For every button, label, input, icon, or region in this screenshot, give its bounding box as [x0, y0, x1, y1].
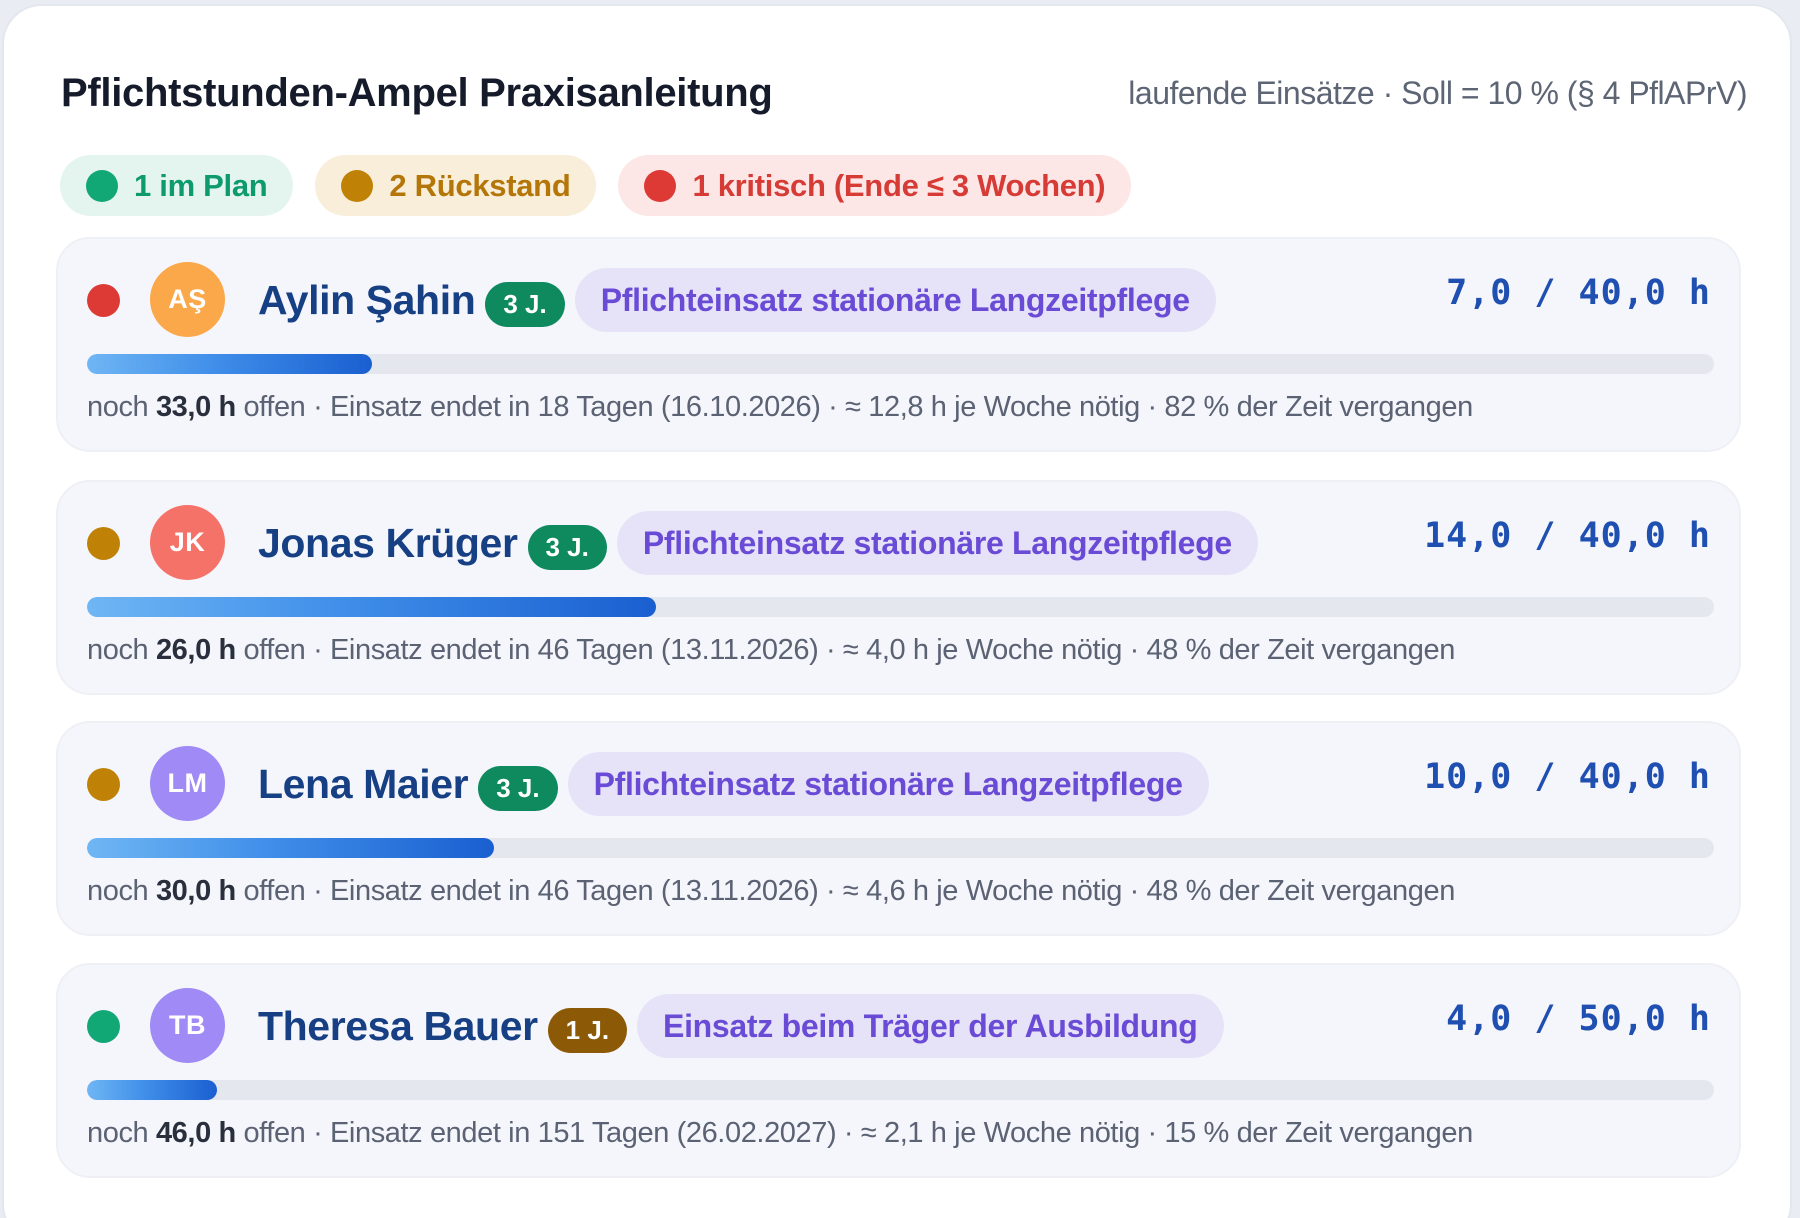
progress-fill: [87, 354, 372, 374]
summary-chip-behind[interactable]: 2 Rückstand: [315, 155, 597, 216]
student-row[interactable]: JK Jonas Krüger 3 J. Pflichteinsatz stat…: [56, 480, 1741, 695]
detail-prefix: noch: [87, 391, 156, 423]
year-badge: 3 J.: [478, 765, 558, 811]
student-row[interactable]: TB Theresa Bauer 1 J. Einsatz beim Träge…: [56, 963, 1741, 1178]
detail-text: noch 46,0 h offen · Einsatz endet in 151…: [87, 1117, 1473, 1150]
progress-fill: [87, 838, 494, 858]
student-heading: Theresa Bauer 1 J. Einsatz beim Träger d…: [258, 994, 1224, 1058]
student-heading: Lena Maier 3 J. Pflichteinsatz stationär…: [258, 752, 1209, 816]
assignment-pill: Pflichteinsatz stationäre Langzeitpflege: [574, 268, 1216, 332]
summary-chip-critical[interactable]: 1 kritisch (Ende ≤ 3 Wochen): [618, 155, 1132, 216]
avatar: LM: [150, 746, 225, 821]
status-dot-icon: [87, 1010, 120, 1043]
progress-track: [87, 597, 1714, 617]
detail-suffix: offen · Einsatz endet in 46 Tagen (13.11…: [235, 634, 1455, 666]
summary-chip-label: 2 Rückstand: [389, 167, 571, 203]
summary-chip-label: 1 kritisch (Ende ≤ 3 Wochen): [692, 167, 1106, 203]
detail-prefix: noch: [87, 875, 156, 907]
status-dot-icon: [87, 284, 120, 317]
summary-chip-label: 1 im Plan: [134, 167, 268, 203]
detail-text: noch 33,0 h offen · Einsatz endet in 18 …: [87, 391, 1473, 424]
hours-counter: 14,0 / 40,0 h: [1424, 516, 1711, 556]
year-badge: 3 J.: [485, 281, 565, 327]
year-badge: 3 J.: [527, 524, 607, 570]
detail-suffix: offen · Einsatz endet in 151 Tagen (26.0…: [235, 1117, 1473, 1149]
detail-text: noch 26,0 h offen · Einsatz endet in 46 …: [87, 634, 1455, 667]
status-dot-icon: [87, 768, 120, 801]
progress-fill: [87, 597, 657, 617]
open-hours: 26,0 h: [155, 634, 236, 666]
student-name: Aylin Şahin: [258, 276, 476, 323]
detail-suffix: offen · Einsatz endet in 46 Tagen (13.11…: [235, 875, 1455, 907]
student-heading: Jonas Krüger 3 J. Pflichteinsatz station…: [258, 511, 1258, 575]
green-status-dot-icon: [86, 169, 118, 202]
avatar: TB: [150, 988, 225, 1063]
assignment-pill: Pflichteinsatz stationäre Langzeitpflege: [567, 752, 1209, 816]
student-row[interactable]: LM Lena Maier 3 J. Pflichteinsatz statio…: [56, 721, 1741, 936]
progress-fill: [87, 1080, 218, 1100]
progress-track: [87, 838, 1714, 858]
card-header: Pflichtstunden-Ampel Praxisanleitung lau…: [61, 68, 1747, 118]
detail-prefix: noch: [87, 634, 156, 666]
student-row[interactable]: AŞ Aylin Şahin 3 J. Pflichteinsatz stati…: [56, 237, 1741, 452]
amber-status-dot-icon: [341, 169, 374, 202]
avatar: JK: [150, 505, 225, 580]
student-name: Theresa Bauer: [258, 1002, 538, 1049]
assignment-pill: Einsatz beim Träger der Ausbildung: [637, 994, 1224, 1058]
student-name: Jonas Krüger: [258, 519, 518, 566]
hours-counter: 10,0 / 40,0 h: [1424, 757, 1711, 797]
detail-suffix: offen · Einsatz endet in 18 Tagen (16.10…: [235, 391, 1473, 423]
student-heading: Aylin Şahin 3 J. Pflichteinsatz stationä…: [258, 268, 1216, 332]
open-hours: 33,0 h: [155, 391, 236, 423]
red-status-dot-icon: [644, 169, 677, 202]
year-badge: 1 J.: [547, 1007, 628, 1053]
hours-counter: 4,0 / 50,0 h: [1446, 999, 1711, 1039]
summary-chip-on-plan[interactable]: 1 im Plan: [60, 155, 294, 216]
page-subtitle: laufende Einsätze · Soll = 10 % (§ 4 Pfl…: [1128, 74, 1747, 111]
assignment-pill: Pflichteinsatz stationäre Langzeitpflege: [616, 511, 1258, 575]
avatar: AŞ: [150, 262, 225, 337]
status-summary: 1 im Plan 2 Rückstand 1 kritisch (Ende ≤…: [60, 155, 1132, 216]
detail-text: noch 30,0 h offen · Einsatz endet in 46 …: [87, 875, 1455, 908]
progress-track: [87, 1080, 1714, 1100]
page-title: Pflichtstunden-Ampel Praxisanleitung: [61, 70, 773, 115]
open-hours: 30,0 h: [155, 875, 236, 907]
status-dot-icon: [87, 527, 120, 560]
hours-counter: 7,0 / 40,0 h: [1446, 273, 1711, 313]
detail-prefix: noch: [87, 1117, 156, 1149]
open-hours: 46,0 h: [155, 1117, 236, 1149]
student-name: Lena Maier: [258, 760, 469, 807]
progress-track: [87, 354, 1714, 374]
